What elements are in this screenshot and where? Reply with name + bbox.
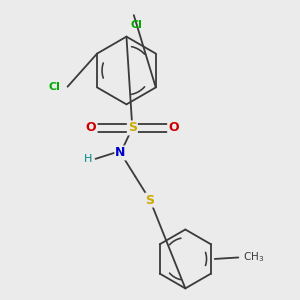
Text: Cl: Cl bbox=[48, 82, 60, 92]
Text: CH$_3$: CH$_3$ bbox=[243, 250, 264, 264]
Text: O: O bbox=[168, 122, 179, 134]
Text: Cl: Cl bbox=[131, 20, 143, 30]
Text: N: N bbox=[116, 146, 126, 159]
Text: H: H bbox=[84, 154, 92, 164]
Text: O: O bbox=[86, 122, 96, 134]
Text: S: S bbox=[146, 194, 154, 207]
Text: S: S bbox=[128, 122, 137, 134]
